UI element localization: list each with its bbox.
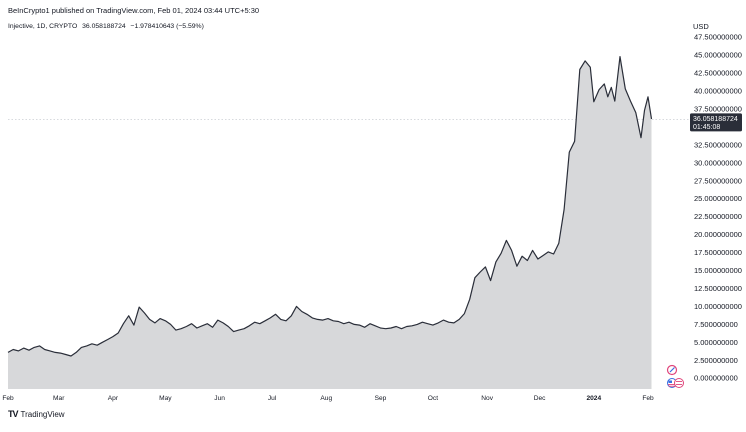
- x-tick-label: Jun: [214, 395, 225, 402]
- y-tick-label: 27.500000000: [694, 176, 742, 185]
- symbol-legend: Injective, 1D, CRYPTO 36.058188724 −1.97…: [8, 23, 207, 30]
- last-value: 36.058188724: [82, 23, 126, 30]
- axis-icons: [666, 364, 684, 388]
- y-tick-label: 32.500000000: [694, 140, 742, 149]
- x-tick-label: Dec: [534, 395, 546, 402]
- brand-name: TradingView: [20, 409, 65, 419]
- y-tick-label: 17.500000000: [694, 248, 742, 257]
- tradingview-footer[interactable]: TV TradingView: [8, 409, 65, 419]
- event-flag-icon[interactable]: [674, 378, 684, 388]
- y-tick-label: 7.500000000: [694, 320, 738, 329]
- y-tick-label: 5.000000000: [694, 338, 738, 347]
- x-tick-label: Nov: [481, 395, 493, 402]
- x-tick-label: Mar: [53, 395, 65, 402]
- plot-area[interactable]: [7, 56, 690, 389]
- x-tick-label: Aug: [320, 395, 332, 402]
- y-tick-label: 2.500000000: [694, 356, 738, 365]
- time-axis[interactable]: Feb Mar Apr May Jun Jul Aug Sep Oct Nov Dec 2024 Feb: [2, 395, 654, 402]
- y-tick-label: 20.000000000: [694, 230, 742, 239]
- x-tick-label: 2024: [586, 395, 601, 402]
- y-tick-label: 15.000000000: [694, 266, 742, 275]
- x-tick-label: Apr: [108, 395, 119, 402]
- x-tick-label: Jul: [268, 395, 277, 402]
- price-tag-value: 36.058188724: [693, 116, 738, 123]
- price-area-fill: [8, 56, 652, 389]
- x-tick-label: Oct: [428, 395, 438, 402]
- x-tick-label: Feb: [642, 395, 654, 402]
- y-tick-label: 0.000000000: [694, 374, 738, 383]
- currency-label[interactable]: USD: [693, 22, 709, 31]
- x-tick-label: Feb: [2, 395, 14, 402]
- y-tick-label: 45.000000000: [694, 51, 742, 60]
- compass-icon[interactable]: [666, 364, 678, 376]
- y-tick-label: 12.500000000: [694, 284, 742, 293]
- price-tag-countdown: 01:45:08: [693, 124, 720, 131]
- x-tick-label: May: [159, 395, 172, 402]
- y-tick-label: 22.500000000: [694, 212, 742, 221]
- y-tick-label: 10.000000000: [694, 302, 742, 311]
- price-line[interactable]: [7, 56, 653, 357]
- publisher-line: BeInCrypto1 published on TradingView.com…: [8, 6, 260, 15]
- y-tick-label: 42.500000000: [694, 69, 742, 78]
- y-tick-label: 25.000000000: [694, 194, 742, 203]
- y-tick-label: 30.000000000: [694, 158, 742, 167]
- y-tick-label: 37.500000000: [694, 104, 742, 113]
- y-tick-label: 47.500000000: [694, 33, 742, 42]
- y-tick-label: 40.000000000: [694, 87, 742, 96]
- price-axis[interactable]: USD 47.500000000 45.000000000 42.500000000 4…: [693, 22, 742, 383]
- price-tag-bg: [690, 113, 742, 132]
- tradingview-logo-icon: TV: [8, 409, 18, 419]
- price-change: −1.978410643 (−5.59%): [130, 23, 204, 30]
- symbol-name[interactable]: Injective, 1D, CRYPTO: [8, 23, 78, 30]
- x-tick-label: Sep: [375, 395, 387, 402]
